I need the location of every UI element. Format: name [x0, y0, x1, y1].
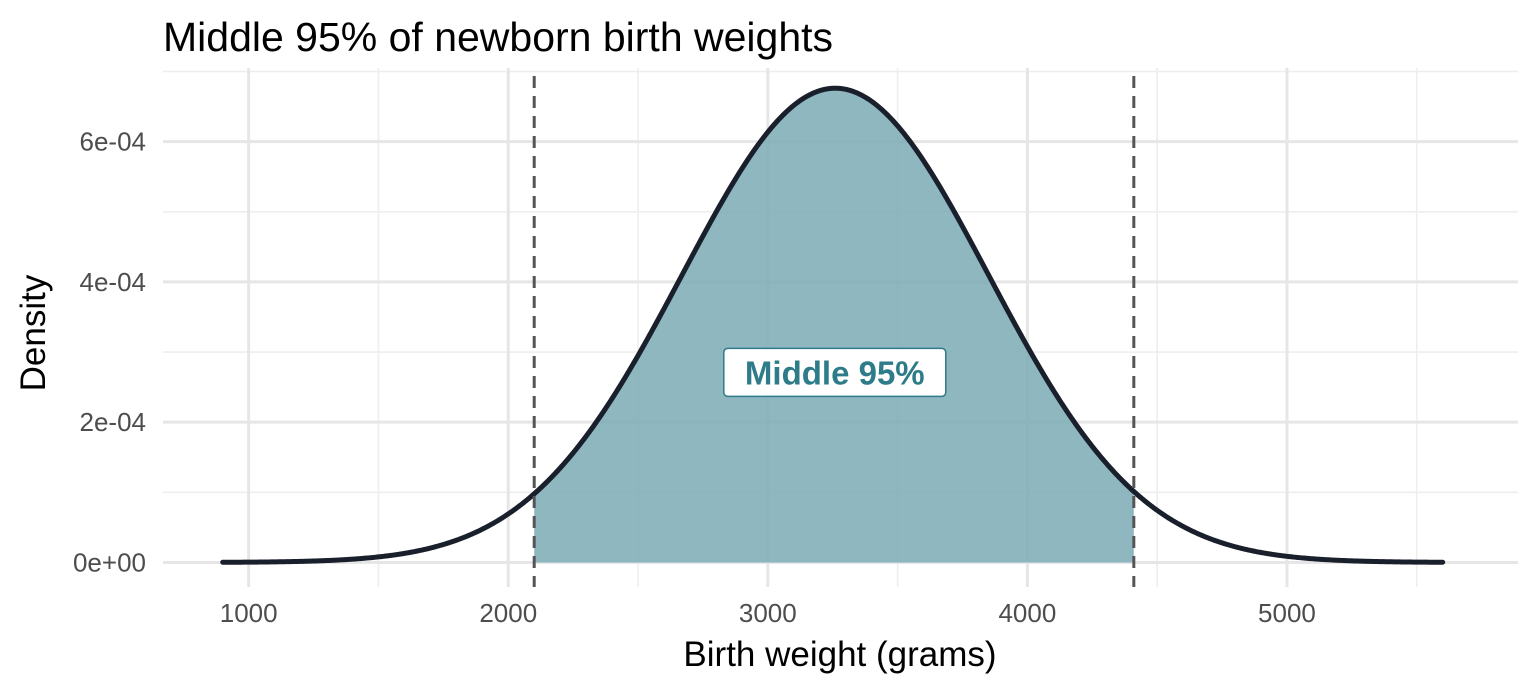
x-axis-tick-labels: 1000 2000 3000 4000 5000: [220, 598, 1316, 628]
y-tick-label: 6e-04: [80, 127, 147, 157]
x-tick-label: 2000: [479, 598, 537, 628]
x-tick-label: 4000: [998, 598, 1056, 628]
y-axis-title: Density: [14, 274, 53, 391]
x-tick-label: 1000: [220, 598, 278, 628]
y-tick-label: 0e+00: [73, 547, 146, 577]
x-axis-title: Birth weight (grams): [683, 635, 996, 674]
plot-area: Middle 95%: [220, 76, 1446, 587]
annotation-middle-95: Middle 95%: [723, 347, 947, 398]
x-tick-label: 3000: [739, 598, 797, 628]
annotation-box: [723, 347, 947, 398]
y-tick-label: 2e-04: [80, 407, 147, 437]
annotation-label: Middle 95%: [745, 354, 925, 391]
chart-title: Middle 95% of newborn birth weights: [163, 14, 833, 60]
y-axis-tick-labels: 0e+00 2e-04 4e-04 6e-04: [73, 127, 146, 578]
shaded-area-middle-95: [534, 88, 1134, 563]
y-tick-label: 4e-04: [80, 267, 147, 297]
x-tick-label: 5000: [1258, 598, 1316, 628]
density-curve: [220, 85, 1446, 565]
